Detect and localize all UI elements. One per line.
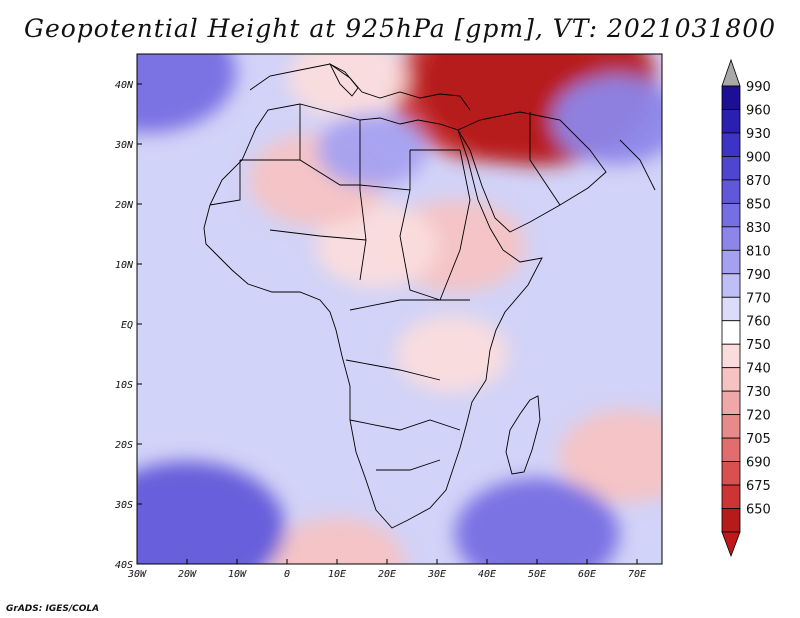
colorbar-label: 740 [746,362,771,377]
colorbar-label: 830 [746,221,771,236]
field-feature [268,517,406,564]
x-tick-label: 30W [127,569,147,580]
field-feature [287,54,407,119]
field-feature [454,478,620,564]
coastlines [203,62,656,529]
border-9 [345,359,441,381]
x-tick-label: 20E [378,569,396,580]
border-8 [349,299,440,311]
border-4 [399,189,441,301]
x-tick-label: 70E [628,569,646,580]
colorbar-label: 930 [746,127,771,142]
y-tick-label: 40N [115,80,134,91]
grads-credit: GrADS: IGES/COLA [6,604,100,614]
colorbar-swatch [721,179,741,204]
colorbar-label: 850 [746,197,771,212]
field-feature [558,409,662,503]
field-feature [395,315,509,393]
colorbar-label: 870 [746,174,771,189]
border-12 [209,160,241,206]
border-1 [240,150,411,191]
y-tick-label: 20N [115,200,134,211]
colorbar-swatch [721,132,741,157]
colorbar-label: 770 [746,291,771,306]
colorbar-swatch [721,156,741,181]
colorbar-label: 750 [746,338,771,353]
colorbar-label: 705 [746,432,771,447]
colorbar-swatch [721,273,741,298]
height-field [137,54,662,564]
colorbar-label: 990 [746,80,771,95]
colorbar-swatch [721,414,741,439]
x-tick-label: 30E [427,569,446,580]
field-feature [552,75,662,165]
colorbar-bottom-arrow [721,531,741,558]
colorbar-swatch [721,437,741,462]
colorbar-label: 790 [746,268,771,283]
field-feature [137,461,285,564]
colorbar-swatch [721,85,741,110]
arabia-coastline [457,111,607,233]
y-tick-label: 40S [115,560,133,571]
colorbar-label: 675 [746,479,771,494]
colorbar-label: 810 [746,244,771,259]
border-3 [359,120,367,281]
y-tick-label: 30S [114,500,133,511]
colorbar-swatch [721,109,741,134]
colorbar-swatch [721,249,741,275]
border-13 [529,112,561,206]
colorbar-top-arrow [721,58,741,87]
colorbar-label: 760 [746,315,771,330]
colorbar-swatch [721,508,741,533]
colorbar: 990 960 930 900 870 850 830 810 790 770 760 750 740 7… [721,58,771,558]
x-tick-label: 10E [328,569,346,580]
colorbar-swatch [721,367,741,392]
x-tick-label: 50E [528,569,546,580]
europe-coastline [249,63,471,111]
colorbar-swatch [721,484,741,509]
border-7 [269,229,367,241]
border-6 [439,149,471,301]
field-feature [315,204,439,288]
madagascar-coastline [505,395,541,475]
x-tick-label: 60E [578,569,596,580]
colorbar-label: 730 [746,385,771,400]
colorbar-swatch [721,320,741,345]
india-coastline [619,139,656,191]
colorbar-swatch [721,226,741,251]
map-title: Geopotential Height at 925hPa [gpm], VT:… [23,14,777,43]
x-tick-label: 0 [284,569,290,580]
y-tick-label: 30N [114,140,134,151]
colorbar-label: 900 [746,150,771,165]
x-tick-label: 40E [478,569,496,580]
y-tick-label: EQ [121,320,133,331]
colorbar-swatch [721,390,741,416]
axis-ticks: 30W 20W 10W 0 10E 20E 30E 40E 50E 60E 70E 40N 30N 20N… [114,80,646,580]
colorbar-swatch [721,343,741,369]
colorbar-label: 960 [746,103,771,118]
colorbar-label: 720 [746,409,771,424]
field-feature [317,112,427,188]
colorbar-swatch [721,202,741,228]
y-tick-label: 10N [115,260,134,271]
colorbar-swatch [721,296,741,322]
y-tick-label: 10S [115,380,133,391]
x-tick-label: 10W [228,569,247,580]
colorbar-swatch [721,461,741,486]
plot-frame [136,53,663,565]
x-tick-label: 20W [178,569,197,580]
colorbar-label: 650 [746,503,771,518]
colorbar-label: 690 [746,456,771,471]
y-tick-label: 20S [115,440,133,451]
italy-coastline [328,62,359,97]
border-11 [376,459,441,471]
field-feature [137,54,237,133]
border-10 [349,419,461,431]
